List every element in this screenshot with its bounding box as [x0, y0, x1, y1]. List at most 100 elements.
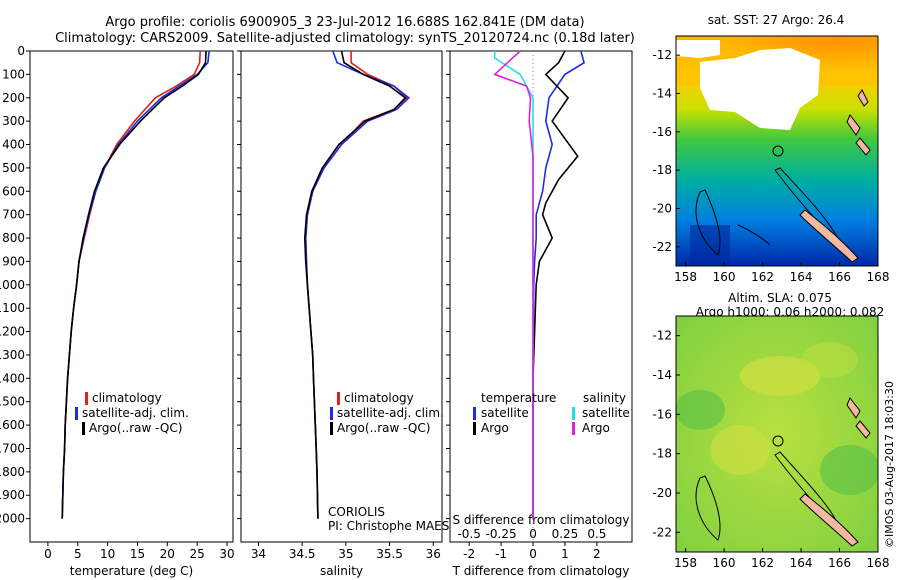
reef-outline — [737, 224, 771, 246]
legend-label-sal-argo: Argo — [582, 421, 610, 435]
x-tick-label: 36 — [426, 547, 441, 561]
y-tick-label: -14 — [652, 87, 672, 101]
y-tick-label: 900 — [2, 254, 25, 268]
series-line — [493, 51, 534, 519]
y-tick-label: 2000 — [0, 512, 25, 526]
y-tick-label: 100 — [2, 67, 25, 81]
institution-label: CORIOLIS — [328, 505, 385, 519]
difference-panel: -2 -1 0 1 2 T difference from climatology S di… — [446, 50, 633, 578]
y-tick-label: 1700 — [0, 441, 25, 455]
y-tick-label: 200 — [2, 91, 25, 105]
x-tick-label: 162 — [751, 270, 774, 284]
x-tick-label-secondary: -0.25 — [486, 527, 517, 541]
x-tick-label: -1 — [495, 547, 507, 561]
series-line — [493, 50, 534, 519]
series-line — [532, 50, 586, 519]
y-tick-label: 1600 — [0, 418, 25, 432]
new-caledonia-reef — [695, 189, 721, 256]
y-tick-label: -16 — [652, 125, 672, 139]
legend-swatch-sal-argo — [572, 422, 575, 435]
cloud-mask — [700, 48, 820, 130]
sla-blob — [820, 445, 878, 495]
y-tick-label: -14 — [652, 368, 672, 382]
y-tick-label: 1900 — [0, 488, 25, 502]
x-tick-label: -2 — [463, 547, 475, 561]
x-tick-label: 160 — [713, 556, 736, 570]
x-axis-label: salinity — [320, 564, 363, 578]
y-tick-label: 1400 — [0, 371, 25, 385]
legend-label-climatology: climatology — [344, 391, 414, 405]
map-frame — [675, 315, 879, 553]
series-line — [532, 50, 579, 519]
legend-salinity: climatology satellite-adj. clim. Argo(..… — [328, 391, 449, 533]
x-tick-label: 34.5 — [289, 547, 316, 561]
salinity-panel: 34 34.5 35 35.5 36 salinity — [237, 50, 443, 578]
legend-swatch-climatology — [337, 392, 340, 405]
x-tick-label: 168 — [867, 556, 890, 570]
y-tick-label: -20 — [652, 202, 672, 216]
plot-frame — [29, 50, 234, 543]
sla-blob — [710, 425, 770, 475]
series-line — [304, 51, 409, 519]
x-axis-label: temperature (deg C) — [70, 564, 193, 578]
y-tick-label: 1800 — [0, 465, 25, 479]
x-tick-label: 10 — [100, 547, 115, 561]
sla-blob — [802, 342, 858, 378]
legend-label-sal-satellite: satellite — [582, 406, 630, 420]
vanuatu-islands — [846, 397, 871, 439]
y-tick-label: -22 — [652, 525, 672, 539]
sst-map-axes: 158 160 162 164 166 168 -12 -14 -16 -18 -20 -22 — [652, 35, 889, 284]
x-tick-label: 160 — [713, 270, 736, 284]
x-tick-label: 166 — [828, 270, 851, 284]
sla-map-title-1: Altim. SLA: 0.075 — [728, 291, 832, 305]
y-tick-label: -16 — [652, 407, 672, 421]
legend-temperature: climatology satellite-adj. clim. Argo(..… — [75, 391, 189, 435]
reef-outline — [695, 475, 721, 541]
legend-label-satellite: satellite-adj. clim. — [337, 406, 444, 420]
x-tick-label: 162 — [751, 556, 774, 570]
legend-swatch-temp-argo — [473, 422, 476, 435]
y-tick-label: 1200 — [0, 325, 25, 339]
x-axis-label: T difference from climatology — [452, 564, 630, 578]
sla-map — [676, 316, 878, 552]
series-line — [61, 50, 207, 519]
y-tick-label: 1300 — [0, 348, 25, 362]
vanuatu-islands — [846, 89, 871, 156]
legend-label-argo: Argo(..raw -QC) — [89, 421, 182, 435]
legend-swatch-satellite — [330, 407, 333, 420]
cloud-mask — [676, 40, 720, 58]
x-tick-label: 15 — [130, 547, 145, 561]
x-tick-label: 158 — [674, 270, 697, 284]
sla-map-axes: 158 160 162 164 166 168 -12 -14 -16 -18 -20 -22 — [652, 315, 890, 570]
y-tick-label: 700 — [2, 208, 25, 222]
y-tick-label: -22 — [652, 240, 672, 254]
argo-location-marker — [772, 145, 784, 157]
x-tick-label: 0 — [529, 547, 537, 561]
legend-swatch-temp-satellite — [473, 407, 476, 420]
footer-stamp: ©IMOS 03-Aug-2017 18:03:30 — [883, 381, 896, 548]
y-tick-label: 500 — [2, 161, 25, 175]
header-subtitle: Climatology: CARS2009. Satellite-adjuste… — [55, 31, 635, 46]
x-tick-label: 34 — [251, 547, 266, 561]
argo-location-marker — [772, 435, 784, 447]
legend-label-temp-satellite: satellite — [481, 406, 529, 420]
map-frame — [675, 35, 879, 267]
y-tick-label: 1100 — [0, 301, 25, 315]
sla-blob — [740, 356, 820, 396]
y-tick-label: -18 — [652, 163, 672, 177]
y-tick-label: 400 — [2, 138, 25, 152]
x-tick-label: 35 — [338, 547, 353, 561]
x-tick-label-secondary: -0.5 — [457, 527, 480, 541]
y-tick-label: -18 — [652, 447, 672, 461]
legend-difference: temperature salinity satellite Argo sate… — [473, 391, 630, 435]
sst-map-title: sat. SST: 27 Argo: 26.4 — [708, 13, 845, 27]
x-tick-label: 20 — [160, 547, 175, 561]
y-tick-label: -12 — [652, 48, 672, 62]
x-tick-label: 0 — [44, 547, 52, 561]
legend-swatch-argo — [330, 422, 333, 435]
x-tick-label: 158 — [674, 556, 697, 570]
y-tick-label: 0 — [17, 44, 25, 58]
legend-label-argo: Argo(..raw -QC) — [337, 421, 430, 435]
header-title: Argo profile: coriolis 6900905_3 23-Jul-… — [105, 15, 584, 30]
x-tick-label-secondary: 0.5 — [587, 527, 606, 541]
